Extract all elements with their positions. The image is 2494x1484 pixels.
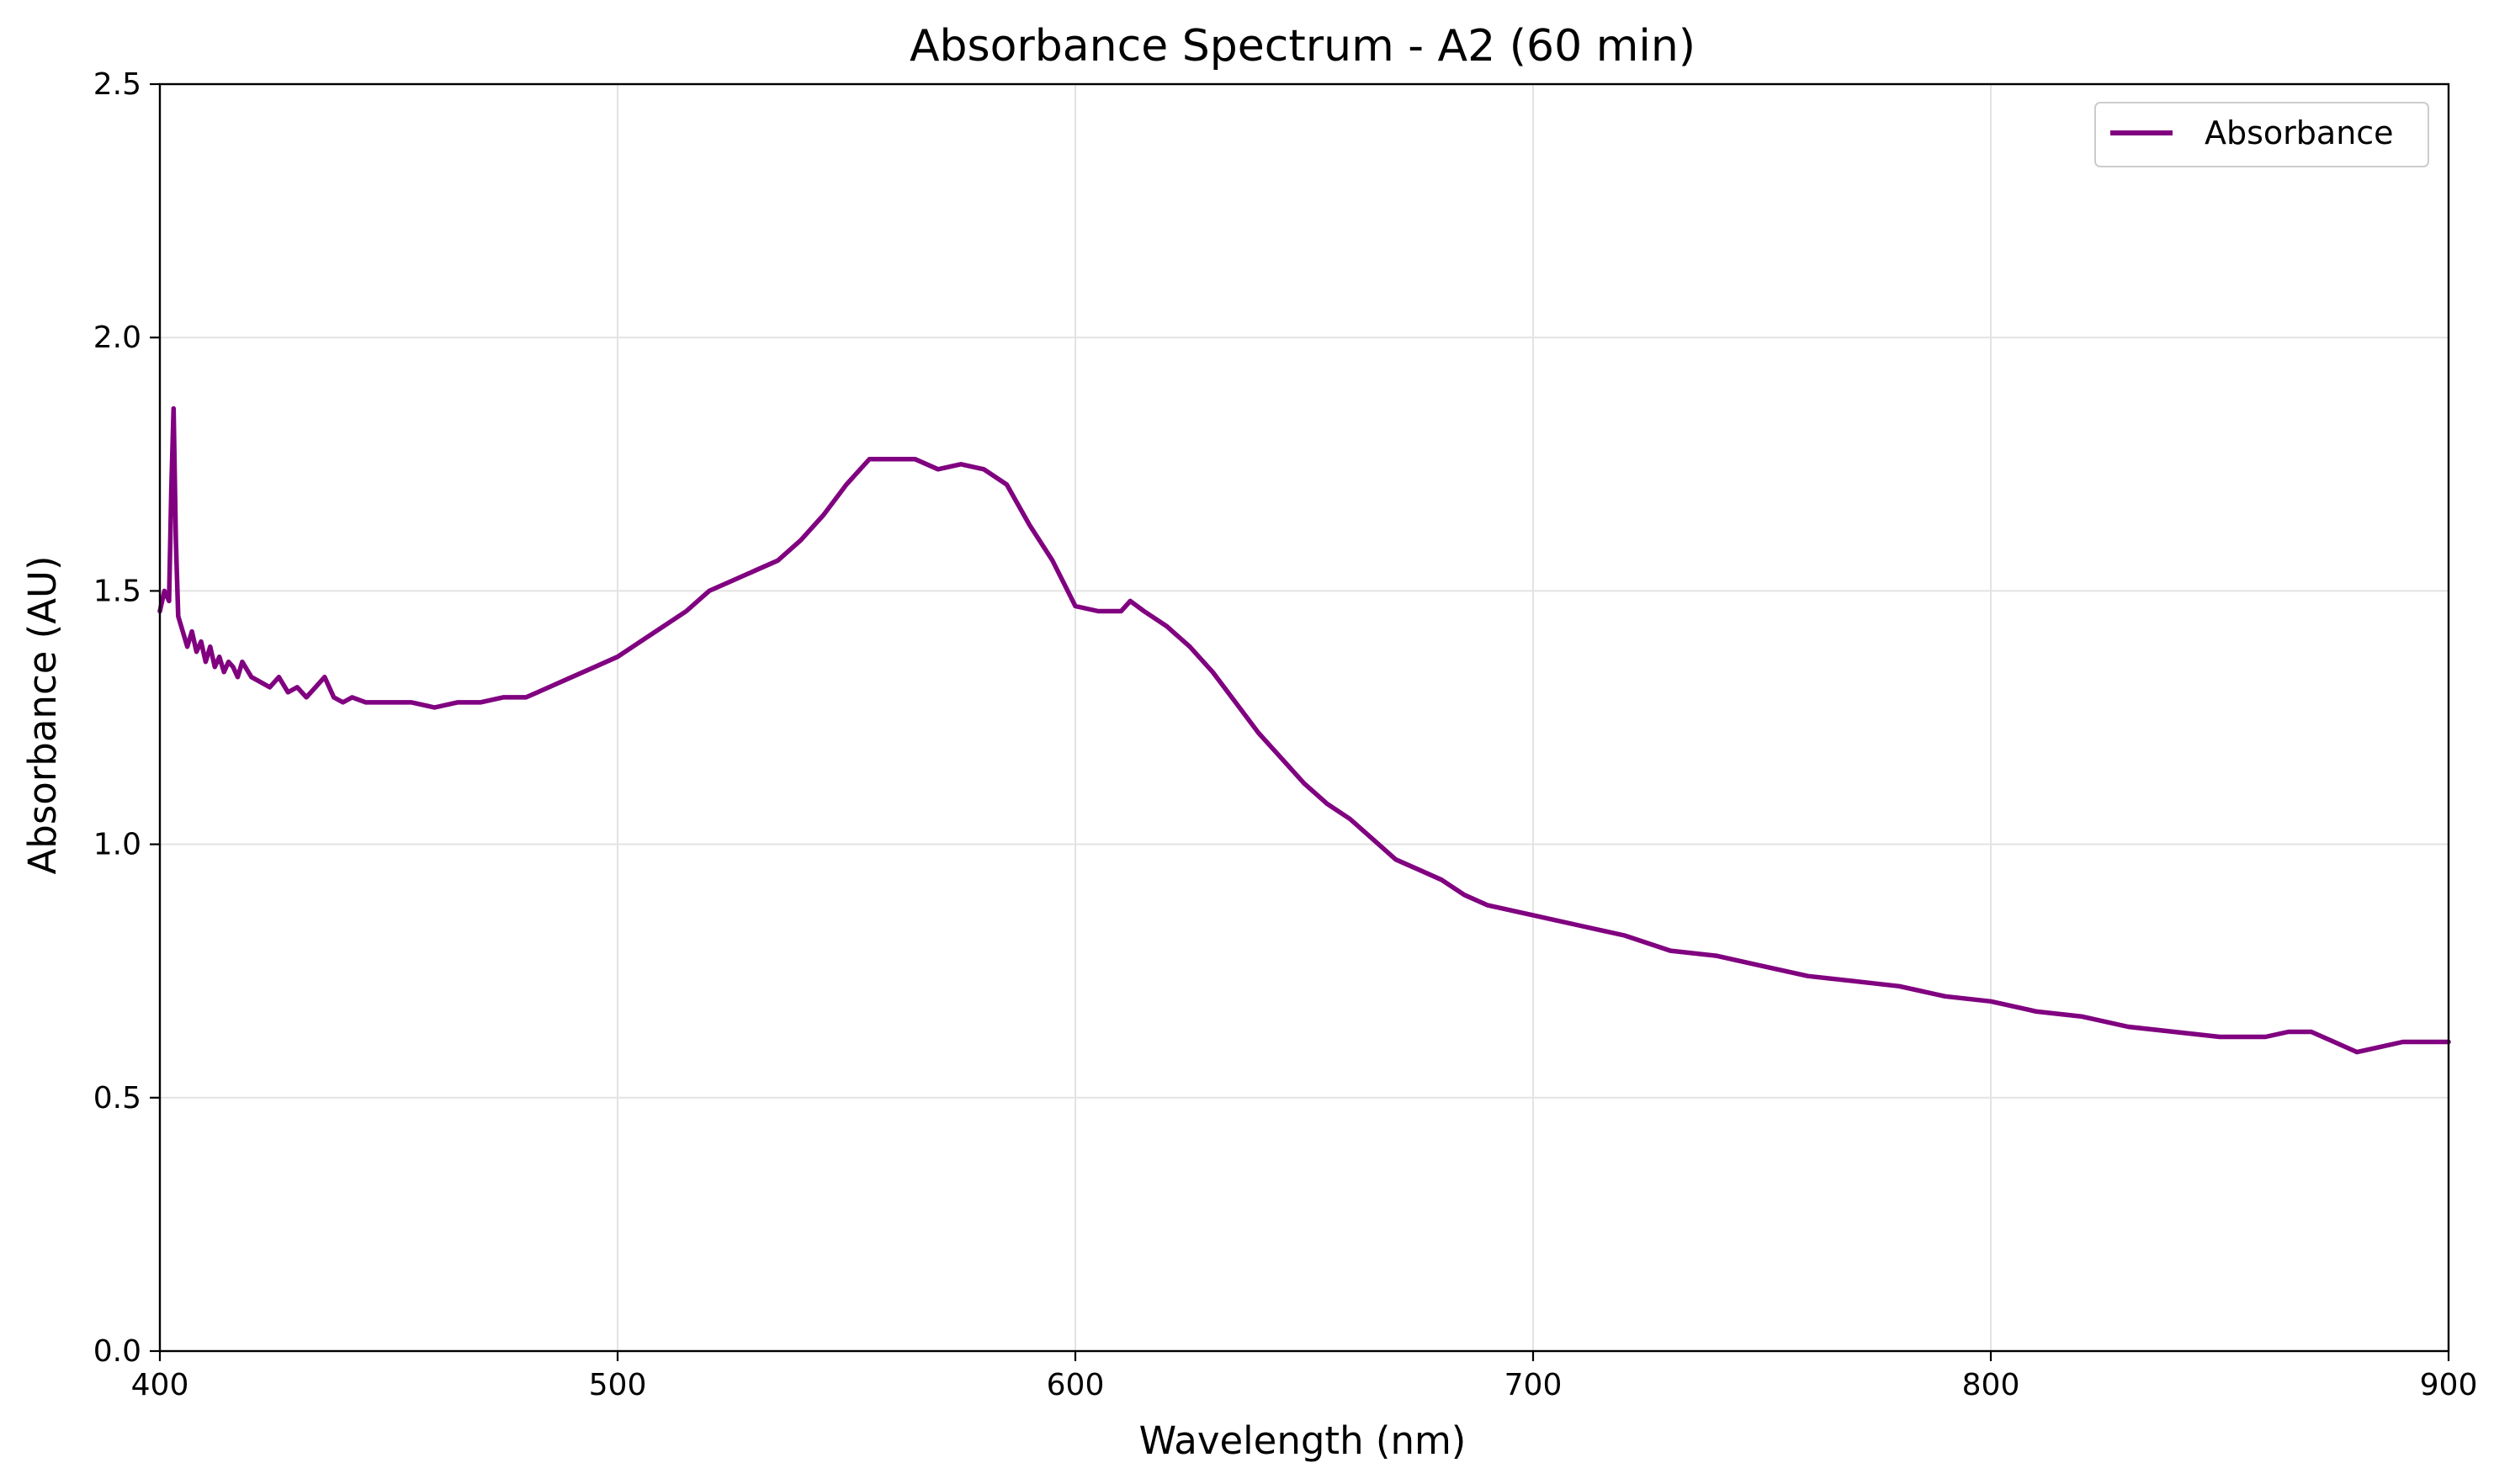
x-axis-ticks: 400 500 600 700 800 900 [131,1351,2478,1402]
legend-box [2094,102,2429,167]
y-tick-label: 1.5 [93,574,141,608]
plot-frame [158,82,2450,1353]
y-tick-label: 0.5 [93,1081,141,1116]
x-tick-label: 500 [589,1368,647,1402]
x-axis-label: Wavelength (nm) [1139,1418,1467,1463]
x-tick-label: 600 [1047,1368,1105,1402]
series-line-absorbance [157,405,2451,1055]
x-tick-label: 400 [131,1368,189,1402]
y-axis-ticks: 0.0 0.5 1.0 1.5 2.0 2.5 [93,67,160,1369]
y-tick-label: 2.0 [93,321,141,355]
x-tick-label: 700 [1504,1368,1563,1402]
x-tick-label: 800 [1962,1368,2020,1402]
series-group [157,405,2451,1055]
y-tick-label: 0.0 [93,1334,141,1369]
y-tick-label: 2.5 [93,67,141,102]
chart-title: Absorbance Spectrum - A2 (60 min) [910,21,1695,72]
legend: Absorbance [2094,102,2429,167]
x-tick-label: 900 [2420,1368,2478,1402]
y-tick-label: 1.0 [93,828,141,862]
y-axis-label: Absorbance (AU) [20,555,65,874]
legend-label-absorbance: Absorbance [2205,114,2394,151]
